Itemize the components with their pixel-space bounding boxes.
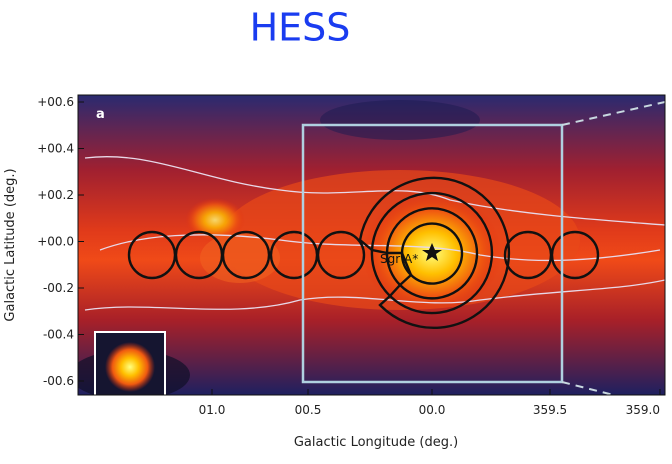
y-tick-label: +00.2 xyxy=(37,188,74,202)
x-tick-label: 01.0 xyxy=(199,403,226,417)
x-tick-label: 359.5 xyxy=(533,403,567,417)
sky-map xyxy=(78,95,665,395)
y-ticks: +00.6 +00.4 +00.2 +00.0 -00.2 -00.4 -00.6 xyxy=(37,95,84,388)
panel-label: a xyxy=(96,107,105,122)
title: HESS xyxy=(250,6,351,50)
x-tick-label: 00.0 xyxy=(419,403,446,417)
x-ticks: 01.0 00.5 00.0 359.5 359.0 xyxy=(199,389,661,417)
source-label: Sgr A* xyxy=(380,252,418,266)
plot-frame xyxy=(77,94,666,396)
x-tick-label: 00.5 xyxy=(295,403,322,417)
y-tick-label: -00.6 xyxy=(43,374,74,388)
y-tick-label: -00.2 xyxy=(43,281,74,295)
y-tick-label: -00.4 xyxy=(43,328,74,342)
y-tick-label: +00.0 xyxy=(37,235,74,249)
x-tick-label: 359.0 xyxy=(626,403,660,417)
y-tick-label: +00.6 xyxy=(37,95,74,109)
y-axis-label: Galactic Latitude (deg.) xyxy=(3,168,18,321)
y-tick-label: +00.4 xyxy=(37,142,74,156)
x-axis-label: Galactic Longitude (deg.) xyxy=(294,435,458,450)
